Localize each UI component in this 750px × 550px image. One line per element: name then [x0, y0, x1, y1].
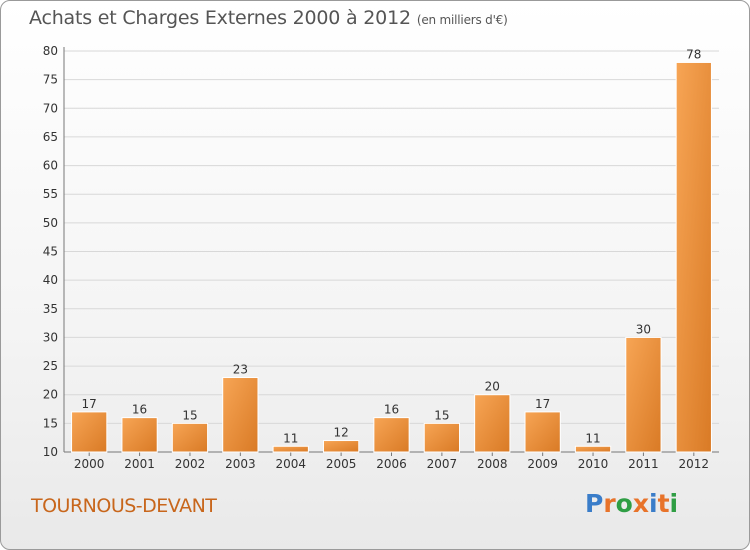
logo-letter: o	[615, 489, 633, 518]
y-tick-label: 70	[43, 101, 58, 115]
bar	[675, 61, 712, 453]
y-tick-label: 25	[43, 359, 58, 373]
x-tick-label: 2008	[477, 457, 508, 471]
x-tick-label: 2010	[578, 457, 609, 471]
chart-title-text: Achats et Charges Externes 2000 à 2012	[29, 7, 411, 29]
value-label: 20	[485, 380, 500, 394]
y-tick-label: 55	[43, 187, 58, 201]
chart-title: Achats et Charges Externes 2000 à 2012 (e…	[29, 7, 508, 29]
value-label: 17	[82, 397, 97, 411]
y-tick-labels: 10 15 20 25 30 35 40 45 50 55 60 65 70 75 80	[43, 44, 58, 459]
y-tick-label: 45	[43, 245, 58, 259]
value-label: 15	[182, 408, 197, 422]
x-tick-label: 2006	[376, 457, 407, 471]
value-label: 78	[686, 47, 701, 61]
bar	[71, 411, 108, 453]
x-tick-label: 2004	[275, 457, 306, 471]
value-labels: 17 16 15 23 11 12 16 15 20 17 11 30 78	[82, 47, 702, 445]
logo-letter: r	[603, 489, 616, 518]
y-tick-label: 10	[43, 445, 58, 459]
y-tick-label: 15	[43, 416, 58, 430]
logo-letter: t	[657, 489, 670, 518]
y-tick-label: 80	[43, 44, 58, 58]
bar	[222, 377, 259, 453]
bar	[423, 422, 461, 453]
value-label: 16	[384, 403, 399, 417]
logo-letter: i	[649, 489, 658, 518]
logo-letter: P	[585, 489, 604, 518]
x-tick-label: 2002	[175, 457, 206, 471]
y-tick-label: 40	[43, 273, 58, 287]
value-label: 15	[434, 408, 449, 422]
value-label: 30	[636, 322, 651, 336]
y-tick-label: 75	[43, 73, 58, 87]
y-tick-label: 65	[43, 130, 58, 144]
value-label: 11	[585, 431, 600, 445]
y-tick-label: 60	[43, 159, 58, 173]
bar	[121, 417, 158, 453]
y-tick-label: 35	[43, 302, 58, 316]
y-tick-label: 30	[43, 330, 58, 344]
logo-letter: x	[632, 489, 649, 518]
bar	[373, 417, 410, 453]
bar	[474, 394, 511, 453]
x-tick-label: 2012	[679, 457, 710, 471]
bar	[574, 445, 612, 453]
x-tick-label: 2001	[124, 457, 155, 471]
x-tick-label: 2007	[427, 457, 458, 471]
value-label: 16	[132, 403, 147, 417]
bar	[171, 422, 209, 453]
value-label: 12	[333, 426, 348, 440]
value-label: 17	[535, 397, 550, 411]
y-tick-label: 50	[43, 216, 58, 230]
bars	[71, 61, 712, 453]
x-tick-label: 2000	[74, 457, 105, 471]
proxiti-logo[interactable]: Proxiti	[585, 489, 678, 518]
x-tick-labels: 2000 2001 2002 2003 2004 2005 2006 2007 2008 2009…	[74, 457, 709, 471]
x-tick-label: 2009	[527, 457, 558, 471]
bar	[524, 411, 561, 453]
value-label: 11	[283, 431, 298, 445]
bar	[272, 445, 309, 453]
bar	[322, 440, 360, 453]
y-tick-label: 20	[43, 388, 58, 402]
x-tick-label: 2011	[628, 457, 659, 471]
chart-subtitle: (en milliers d'€)	[416, 13, 508, 27]
x-tick-label: 2003	[225, 457, 256, 471]
town-name: TOURNOUS-DEVANT	[31, 495, 217, 517]
x-tick-label: 2005	[326, 457, 357, 471]
value-label: 23	[233, 363, 248, 377]
logo-letter: i	[669, 489, 679, 518]
grid-lines	[64, 50, 719, 424]
bar	[625, 336, 662, 453]
